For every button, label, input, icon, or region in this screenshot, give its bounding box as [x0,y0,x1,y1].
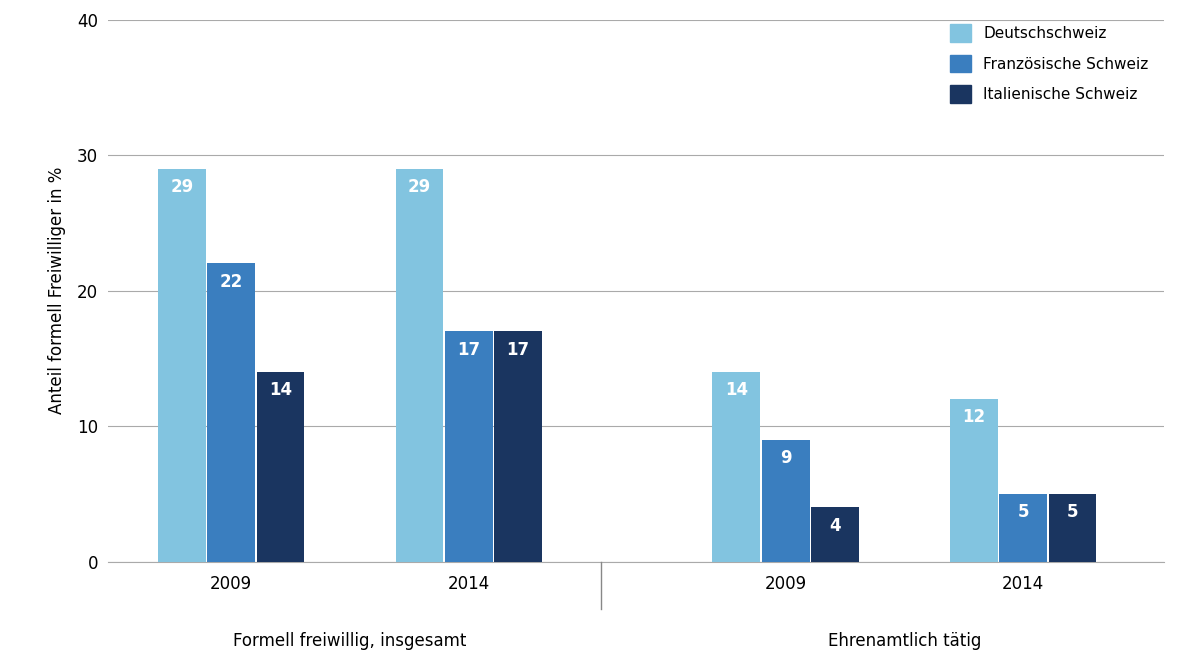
Text: 5: 5 [1067,503,1079,521]
Text: 14: 14 [269,381,292,400]
Bar [257,372,305,562]
Text: 14: 14 [725,381,748,400]
Bar [208,263,256,562]
Text: Formell freiwillig, insgesamt: Formell freiwillig, insgesamt [233,632,467,650]
Bar [950,399,998,562]
Text: 5: 5 [1018,503,1028,521]
Bar [396,168,444,562]
Y-axis label: Anteil formell Freiwilliger in %: Anteil formell Freiwilliger in % [48,167,66,414]
Text: 22: 22 [220,273,242,291]
Bar [445,331,493,562]
Bar [762,439,810,562]
Text: Ehrenamtlich tätig: Ehrenamtlich tätig [828,632,982,650]
Text: 17: 17 [506,341,529,358]
Text: 4: 4 [829,517,841,535]
Bar [158,168,206,562]
Text: 29: 29 [408,178,431,196]
Bar [1000,494,1048,562]
Bar [811,507,859,562]
Text: 17: 17 [457,341,480,358]
Legend: Deutschschweiz, Französische Schweiz, Italienische Schweiz: Deutschschweiz, Französische Schweiz, It… [942,16,1157,110]
Bar [713,372,761,562]
Bar [494,331,542,562]
Text: 12: 12 [962,409,985,426]
Text: 29: 29 [170,178,193,196]
Text: 9: 9 [780,449,792,467]
Bar [1049,494,1097,562]
